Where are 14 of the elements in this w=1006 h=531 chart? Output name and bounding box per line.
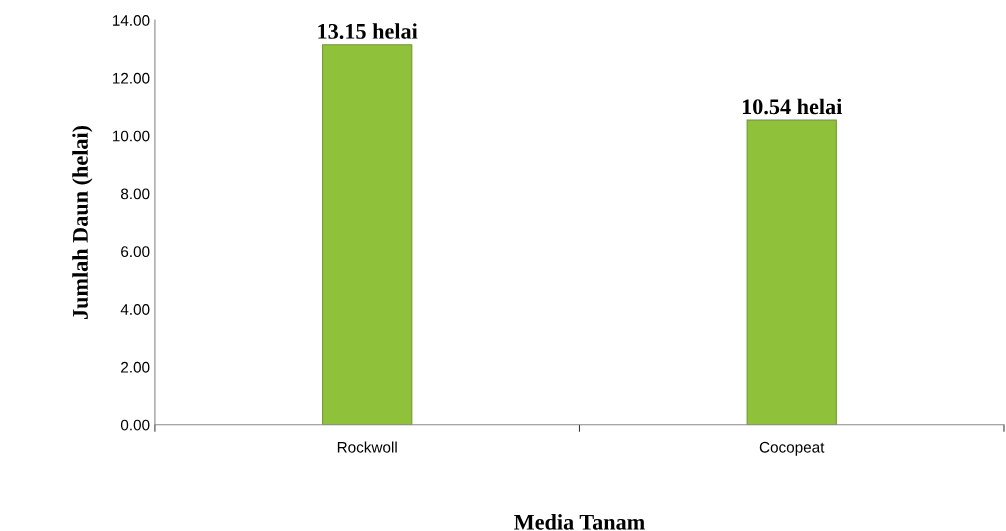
x-axis-title: Media Tanam xyxy=(514,514,645,530)
y-tick-label: 12.00 xyxy=(113,72,150,84)
y-tick-label: 4.00 xyxy=(120,304,150,315)
x-tick-label: Rockwoll xyxy=(337,441,397,453)
y-tick-label: 0.00 xyxy=(120,419,150,431)
y-axis-title: Jumlah Daun (helai) xyxy=(72,125,93,320)
y-tick-label: 8.00 xyxy=(120,188,150,200)
x-tick-label: Cocopeat xyxy=(759,441,825,456)
y-tick-label: 10.00 xyxy=(113,130,150,142)
y-tick-label: 2.00 xyxy=(121,361,150,373)
data-label: 10.54 helai xyxy=(742,98,843,115)
y-tick-label: 6.00 xyxy=(121,246,150,258)
data-label: 13.15 helai xyxy=(318,23,418,39)
y-tick-label: 14.00 xyxy=(113,15,150,26)
